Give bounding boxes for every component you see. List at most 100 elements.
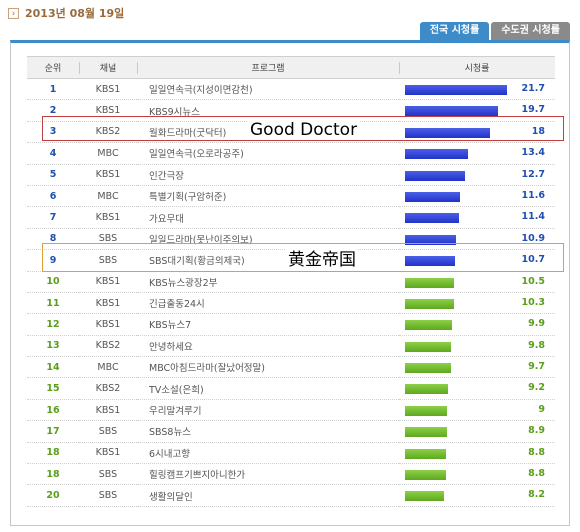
rating-value: 8.8 bbox=[528, 446, 545, 458]
rating-bar bbox=[405, 191, 460, 202]
program-cell[interactable]: 일일연속극(지성이면감천) bbox=[149, 85, 253, 97]
rating-cell: 9.7 bbox=[399, 357, 555, 378]
program-cell[interactable]: 일일드라마(못난이주의보) bbox=[149, 234, 253, 246]
table-row: 5 KBS1 인간극장 12.7 bbox=[27, 164, 555, 186]
rating-bar bbox=[405, 363, 451, 374]
table-row: 9 SBS SBS대기획(황금의제국) 10.7 bbox=[27, 250, 555, 272]
rating-cell: 21.7 bbox=[399, 79, 555, 100]
program-cell[interactable]: KBS뉴스7 bbox=[149, 320, 192, 332]
program-cell[interactable]: TV소설(은희) bbox=[149, 384, 204, 396]
rank-cell: 7 bbox=[49, 212, 57, 224]
program-cell[interactable]: KBS뉴스광장2부 bbox=[149, 277, 218, 289]
rating-value: 10.7 bbox=[521, 254, 545, 266]
rating-cell: 13.4 bbox=[399, 143, 555, 164]
rating-cell: 9.2 bbox=[399, 378, 555, 399]
rating-cell: 9 bbox=[399, 399, 555, 420]
program-cell[interactable]: 가요무대 bbox=[149, 213, 184, 225]
header-program: 프로그램 bbox=[137, 57, 399, 79]
rating-bar bbox=[405, 320, 452, 331]
table-row: 6 MBC 특별기획(구암허준) 11.6 bbox=[27, 185, 555, 207]
channel-cell: SBS bbox=[98, 490, 118, 502]
rating-cell: 10.3 bbox=[399, 292, 555, 313]
date-header: › 2013년 08월 19일 bbox=[8, 4, 124, 22]
channel-cell: KBS1 bbox=[95, 404, 121, 416]
rating-cell: 9.9 bbox=[399, 314, 555, 335]
arrow-right-icon: › bbox=[8, 7, 19, 19]
table-row: 20 SBS 생활의달인 8.2 bbox=[27, 485, 555, 507]
date-label: 2013년 08월 19일 bbox=[25, 7, 125, 20]
table-row: 11 KBS1 긴급출동24시 10.3 bbox=[27, 292, 555, 314]
rating-bar bbox=[405, 85, 508, 95]
annotation-golden-empire: 黄金帝国 bbox=[286, 245, 358, 270]
header-rank: 순위 bbox=[44, 64, 62, 74]
program-cell[interactable]: SBS8뉴스 bbox=[149, 427, 191, 439]
rating-bar bbox=[405, 298, 454, 309]
rating-value: 21.7 bbox=[521, 83, 545, 94]
rating-value: 8.8 bbox=[528, 468, 545, 480]
rank-cell: 14 bbox=[46, 361, 60, 373]
table-row: 16 KBS1 우리말겨루기 9 bbox=[27, 399, 555, 421]
table-row: 18 SBS 힐링캠프기쁘지아니한가 8.8 bbox=[27, 464, 555, 485]
program-cell[interactable]: 우리말겨루기 bbox=[149, 406, 202, 418]
program-cell[interactable]: 생활의달인 bbox=[149, 491, 193, 503]
channel-cell: KBS2 bbox=[95, 340, 121, 352]
rating-value: 10.5 bbox=[521, 275, 545, 287]
rank-cell: 12 bbox=[46, 318, 60, 330]
annotation-good-doctor: Good Doctor bbox=[248, 120, 360, 140]
tab-national-rating[interactable]: 전국 시청률 bbox=[419, 22, 490, 40]
channel-cell: SBS bbox=[98, 233, 118, 245]
rating-value: 9.8 bbox=[528, 339, 545, 351]
program-cell[interactable]: 월화드라마(굿닥터) bbox=[149, 127, 227, 139]
rank-cell: 13 bbox=[46, 340, 60, 352]
table-row: 12 KBS1 KBS뉴스7 9.9 bbox=[27, 314, 555, 336]
program-cell[interactable]: 안녕하세요 bbox=[149, 341, 193, 353]
rating-value: 10.3 bbox=[521, 296, 545, 308]
rating-value: 8.9 bbox=[528, 425, 545, 437]
program-cell[interactable]: 인간극장 bbox=[149, 170, 184, 182]
rating-cell: 10.7 bbox=[399, 250, 555, 271]
program-cell[interactable]: SBS대기획(황금의제국) bbox=[149, 256, 245, 268]
channel-cell: KBS1 bbox=[95, 297, 121, 309]
rank-cell: 11 bbox=[46, 297, 60, 309]
program-cell[interactable]: 6시내고향 bbox=[149, 448, 191, 460]
rating-bar bbox=[405, 170, 465, 181]
rating-cell: 10.9 bbox=[399, 228, 555, 249]
rating-bar bbox=[405, 127, 490, 138]
channel-cell: KBS1 bbox=[95, 169, 121, 181]
rating-bar bbox=[405, 149, 469, 160]
channel-cell: SBS bbox=[98, 425, 118, 437]
tab-capital-rating[interactable]: 수도권 시청률 bbox=[491, 22, 570, 40]
rating-bar bbox=[405, 384, 449, 395]
rating-bar bbox=[405, 491, 444, 502]
program-cell[interactable]: KBS9시뉴스 bbox=[149, 106, 200, 118]
program-cell[interactable]: 특별기획(구암허준) bbox=[149, 192, 227, 204]
rank-cell: 10 bbox=[46, 276, 60, 288]
program-cell[interactable]: MBC아침드라마(잘났어정말) bbox=[149, 363, 265, 375]
table-row: 17 SBS SBS8뉴스 8.9 bbox=[27, 421, 555, 443]
channel-cell: SBS bbox=[98, 254, 118, 266]
program-cell[interactable]: 일일연속극(오로라공주) bbox=[149, 149, 244, 161]
rating-value: 9.9 bbox=[528, 318, 545, 330]
rating-cell: 9.8 bbox=[399, 335, 555, 356]
table-row: 3 KBS2 월화드라마(굿닥터) 18 bbox=[27, 121, 555, 143]
channel-cell: SBS bbox=[98, 468, 118, 480]
channel-cell: KBS1 bbox=[95, 212, 121, 224]
program-cell[interactable]: 긴급출동24시 bbox=[149, 299, 205, 311]
channel-cell: KBS1 bbox=[95, 83, 121, 95]
rank-cell: 1 bbox=[49, 83, 57, 95]
rating-value: 12.7 bbox=[521, 168, 545, 180]
rank-cell: 20 bbox=[46, 490, 60, 502]
rating-value: 11.4 bbox=[521, 211, 545, 223]
rating-bar bbox=[405, 448, 447, 459]
program-cell[interactable]: 힐링캠프기쁘지아니한가 bbox=[149, 470, 246, 482]
table-header-row: 순위 채널 프로그램 시청률 bbox=[27, 56, 555, 79]
channel-cell: KBS1 bbox=[95, 318, 121, 330]
tab-bar: 전국 시청률 수도권 시청률 bbox=[418, 22, 570, 40]
table-row: 18 KBS1 6시내고향 8.8 bbox=[27, 442, 555, 464]
rating-bar bbox=[405, 341, 452, 352]
rank-cell: 6 bbox=[49, 190, 57, 202]
rating-value: 13.4 bbox=[521, 147, 545, 159]
rank-cell: 16 bbox=[46, 404, 60, 416]
ratings-panel: 순위 채널 프로그램 시청률 1 KBS1 일일연속극(지성이면감천) 21.7 2 KB… bbox=[10, 40, 570, 526]
rank-cell: 9 bbox=[49, 254, 57, 266]
